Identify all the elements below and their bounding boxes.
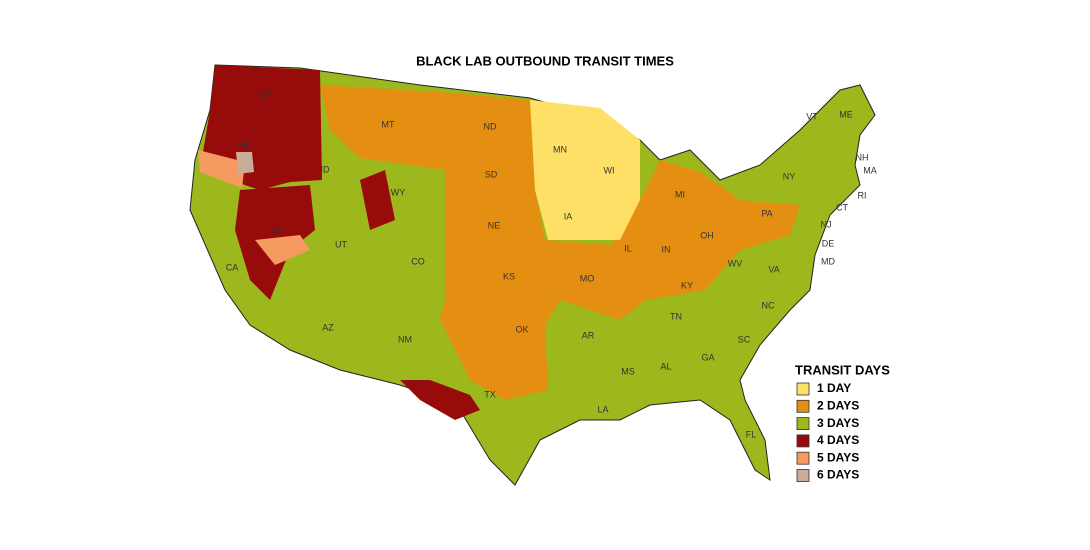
state-label: CO	[411, 256, 425, 266]
state-label: NY	[783, 171, 796, 181]
map	[189, 64, 876, 486]
state-label: TX	[484, 389, 496, 399]
state-label: VT	[806, 111, 818, 121]
state-label: SD	[485, 169, 498, 179]
state-labels: WA OR CA NV ID MT WY UT CO AZ NM ND SD NE KS OK TX MN IA MO…	[226, 89, 877, 439]
state-label: ND	[484, 121, 497, 131]
state-label: MA	[863, 165, 877, 175]
state-label: MI	[675, 189, 685, 199]
state-label: WA	[258, 89, 272, 99]
state-label: MN	[553, 144, 567, 154]
legend-title: TRANSIT DAYS	[795, 362, 890, 377]
state-label: CT	[836, 202, 848, 212]
region-6-days	[236, 152, 254, 174]
state-label: UT	[335, 239, 347, 249]
state-label: OR	[236, 139, 250, 149]
state-label: IN	[662, 244, 671, 254]
region-1-day	[530, 100, 640, 240]
state-label: RI	[858, 190, 867, 200]
state-label: MD	[821, 256, 835, 266]
state-label: DE	[822, 238, 835, 248]
state-label: KY	[681, 280, 693, 290]
state-label: MT	[382, 119, 395, 129]
state-label: MO	[580, 273, 595, 283]
legend-swatch	[796, 399, 810, 413]
state-label: FL	[746, 429, 757, 439]
legend-swatch	[796, 434, 810, 448]
state-label: CA	[226, 262, 239, 272]
region-5-days	[198, 150, 245, 188]
region-5-days-nv	[255, 235, 310, 265]
state-label: NJ	[821, 219, 832, 229]
state-label: WV	[728, 258, 743, 268]
legend: TRANSIT DAYS 1 DAY 2 DAYS 3 DAYS 4 DAYS 5 DA…	[795, 362, 890, 482]
state-label: AR	[582, 330, 595, 340]
state-label: SC	[738, 334, 751, 344]
state-label: TN	[670, 311, 682, 321]
state-label: NC	[762, 300, 775, 310]
state-label: NH	[856, 152, 869, 162]
legend-label: 4 DAYS	[817, 433, 859, 447]
state-label: AZ	[322, 322, 334, 332]
legend-label: 1 DAY	[817, 381, 851, 395]
legend-label: 2 DAYS	[817, 398, 859, 412]
state-label: ME	[839, 109, 853, 119]
legend-label: 6 DAYS	[817, 468, 859, 482]
state-label: VA	[768, 264, 779, 274]
state-label: PA	[761, 208, 772, 218]
legend-label: 5 DAYS	[817, 450, 859, 464]
state-label: NE	[488, 220, 501, 230]
legend-swatch	[796, 451, 810, 465]
legend-swatch	[796, 417, 810, 431]
state-label: WI	[604, 165, 615, 175]
region-2-days	[320, 85, 800, 400]
state-label: MS	[621, 366, 635, 376]
state-label: LA	[597, 404, 608, 414]
state-label: AL	[660, 361, 671, 371]
state-label: IA	[564, 211, 573, 221]
state-label: NM	[398, 334, 412, 344]
state-label: OK	[515, 324, 528, 334]
legend-swatch	[796, 469, 810, 482]
legend-label: 3 DAYS	[817, 416, 859, 430]
state-label: GA	[701, 352, 714, 362]
state-label: IL	[624, 243, 632, 253]
map-title: BLACK LAB OUTBOUND TRANSIT TIMES	[416, 53, 674, 68]
state-label: KS	[503, 271, 515, 281]
legend-swatch	[796, 382, 810, 396]
state-label: WY	[391, 187, 406, 197]
state-label: NV	[271, 226, 284, 236]
region-4-days-wy	[360, 170, 395, 230]
region-4-days-sw	[400, 380, 480, 420]
state-label: OH	[700, 230, 714, 240]
state-label: ID	[321, 164, 331, 174]
